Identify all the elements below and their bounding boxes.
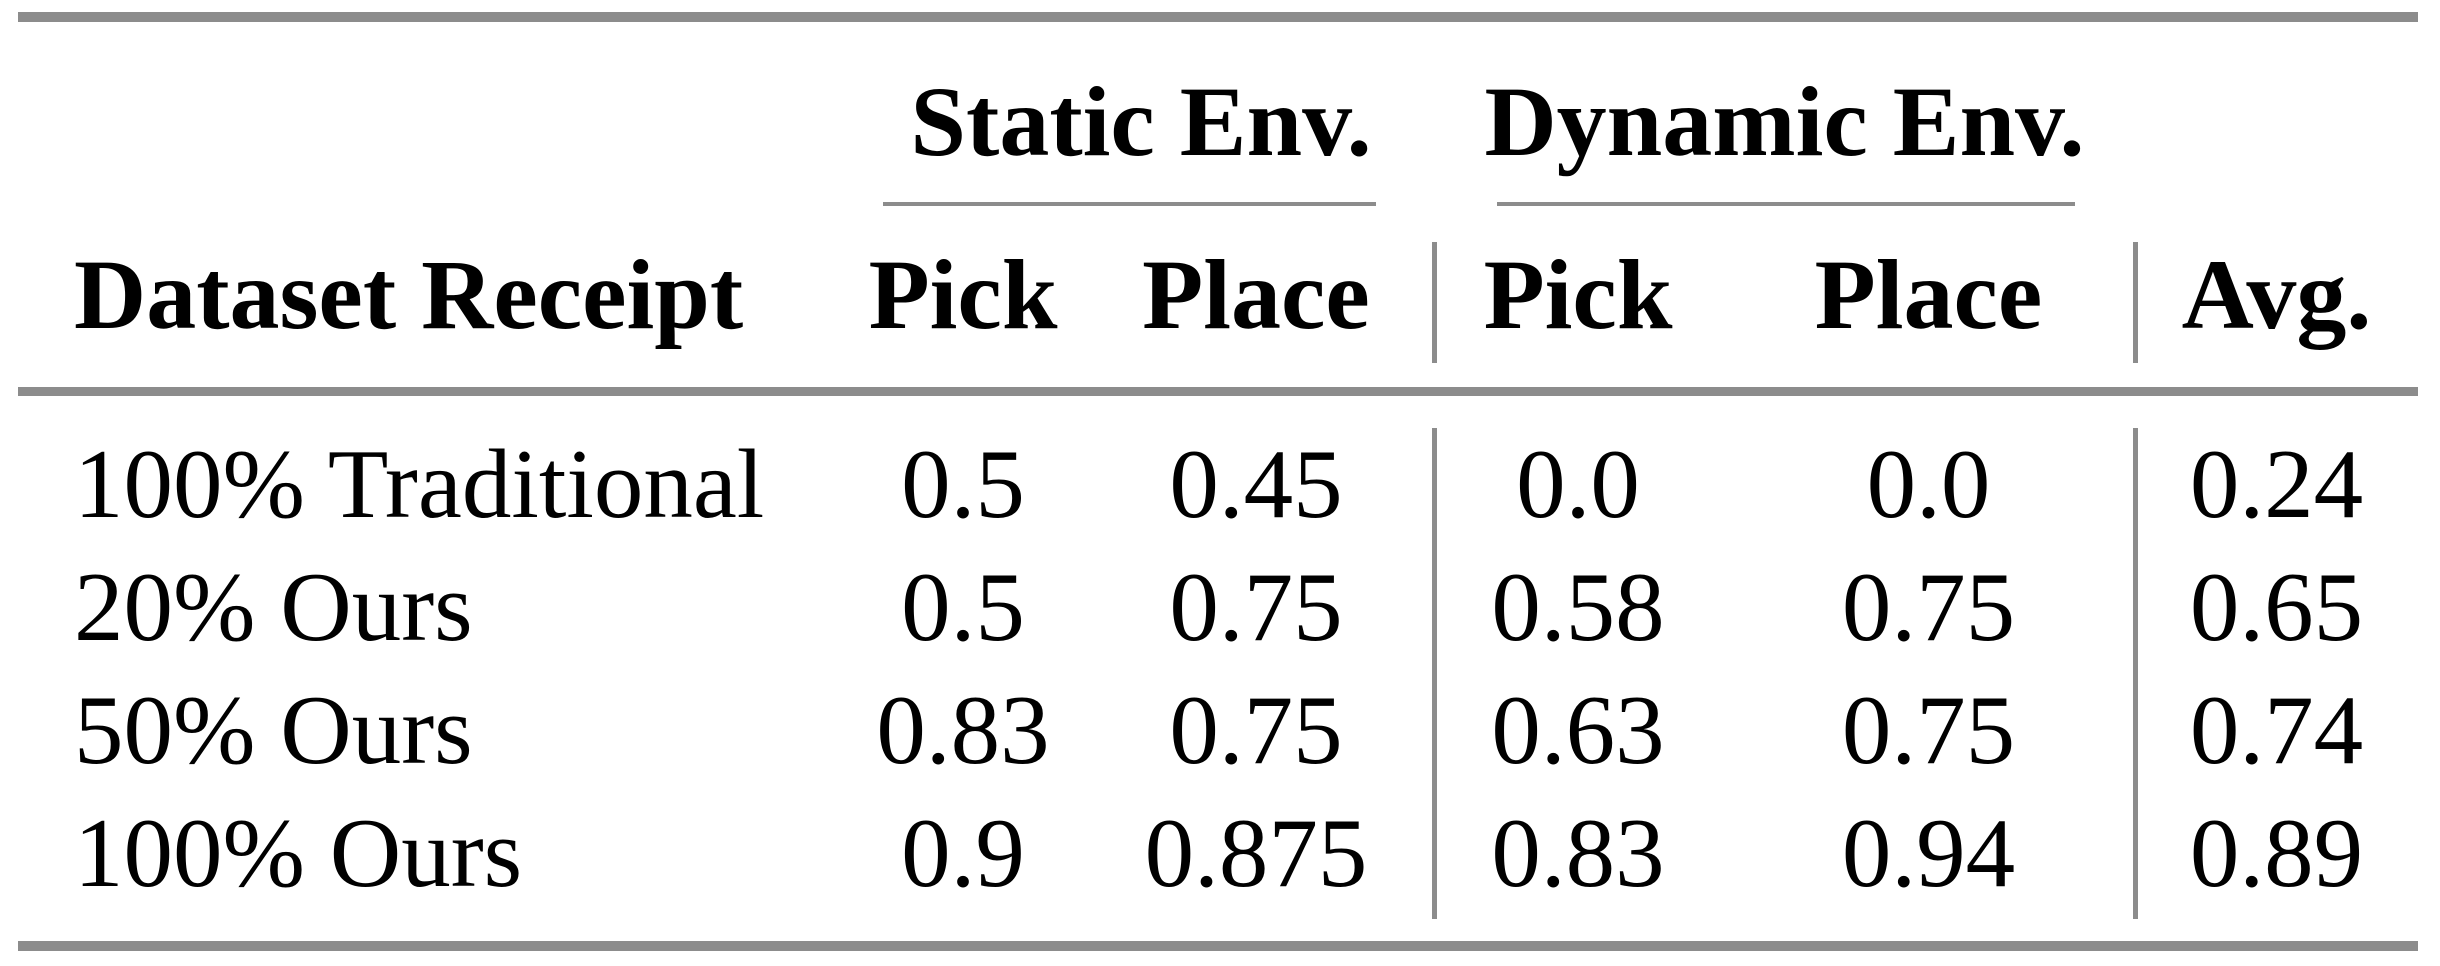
table-cell-dynamic-place: 0.75 xyxy=(1841,553,2016,662)
table-cell-dynamic-place: 0.0 xyxy=(1866,430,1991,539)
vertical-separator-static-dynamic xyxy=(1432,242,1437,363)
table-cell-dynamic-pick: 0.0 xyxy=(1516,430,1640,539)
row-label: 100% Traditional xyxy=(74,430,765,539)
row-label: 20% Ours xyxy=(74,553,473,662)
cmidrule-static xyxy=(883,202,1376,206)
column-header-dynamic-pick: Pick xyxy=(1483,239,1673,350)
table-cell-static-place: 0.75 xyxy=(1169,553,1343,662)
table-cell-dynamic-pick: 0.83 xyxy=(1491,799,1665,908)
table-cell-dynamic-place: 0.75 xyxy=(1841,676,2016,785)
cmidrule-dynamic xyxy=(1497,202,2075,206)
group-spacer-right xyxy=(2135,22,2418,207)
header-rule xyxy=(18,387,2418,396)
table-cell-static-pick: 0.5 xyxy=(901,430,1025,539)
table-cell-avg: 0.74 xyxy=(2189,676,2364,785)
table-cell-avg: 0.65 xyxy=(2189,553,2364,662)
table-grid: Static Env. Dynamic Env. Dataset Receipt… xyxy=(18,12,2418,951)
table-cell-static-pick: 0.5 xyxy=(901,553,1025,662)
group-label-dynamic: Dynamic Env. xyxy=(1484,66,2085,177)
group-header-dynamic-env: Dynamic Env. xyxy=(1434,22,2135,207)
vertical-separator-avg xyxy=(2133,242,2138,363)
column-header-static-place: Place xyxy=(1142,239,1370,350)
row-label: 100% Ours xyxy=(74,799,523,908)
table-cell-avg: 0.89 xyxy=(2189,799,2364,908)
column-header-dataset-receipt: Dataset Receipt xyxy=(74,239,744,350)
bottom-rule xyxy=(18,941,2418,951)
row-label: 50% Ours xyxy=(74,676,473,785)
table-cell-static-pick: 0.83 xyxy=(876,676,1050,785)
table-cell-static-pick: 0.9 xyxy=(901,799,1025,908)
table-cell-avg: 0.24 xyxy=(2189,430,2364,539)
table-cell-dynamic-pick: 0.58 xyxy=(1491,553,1665,662)
table-cell-static-place: 0.45 xyxy=(1169,430,1343,539)
table-cell-dynamic-pick: 0.63 xyxy=(1491,676,1665,785)
column-header-dynamic-place: Place xyxy=(1814,239,2043,350)
column-header-avg: Avg. xyxy=(2181,239,2372,350)
column-header-static-pick: Pick xyxy=(868,239,1058,350)
table-cell-static-place: 0.75 xyxy=(1169,676,1343,785)
group-label-static: Static Env. xyxy=(910,66,1372,177)
table-cell-dynamic-place: 0.94 xyxy=(1841,799,2016,908)
vertical-separator-static-dynamic xyxy=(1432,428,1437,919)
group-spacer-left xyxy=(18,22,848,207)
group-header-static-env: Static Env. xyxy=(848,22,1434,207)
bottom-spacer xyxy=(18,915,2418,941)
top-rule xyxy=(18,12,2418,22)
vertical-separator-avg xyxy=(2133,428,2138,919)
table-cell-static-place: 0.875 xyxy=(1144,799,1368,908)
